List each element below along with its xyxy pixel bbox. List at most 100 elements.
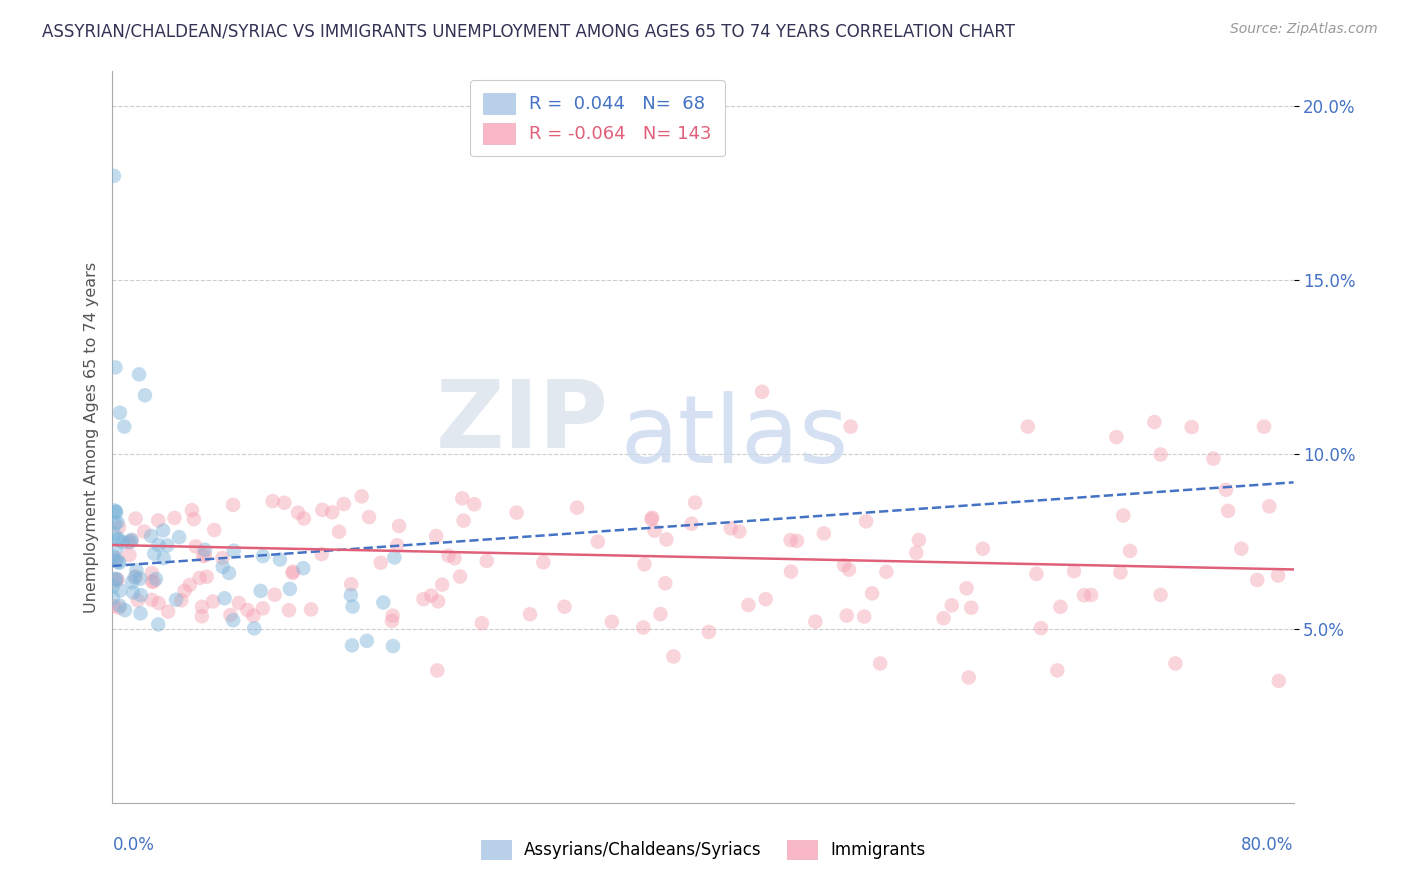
Point [108,556,131,570]
Point [194,548,217,562]
Point [640,512,662,526]
Point [104,572,127,586]
Point [855,514,877,528]
Point [654,576,676,591]
Point [449,569,471,583]
Point [1049,599,1071,614]
Point [249,583,271,598]
Point [184,540,207,554]
Text: ZIP: ZIP [436,376,609,468]
Point [128,368,150,382]
Point [311,547,333,561]
Point [101,591,124,605]
Point [104,516,127,531]
Point [201,594,224,608]
Point [222,613,245,627]
Point [957,670,980,684]
Point [1164,657,1187,671]
Point [165,592,187,607]
Point [1215,483,1237,497]
Point [373,595,395,609]
Point [125,563,148,577]
Point [273,496,295,510]
Point [321,505,343,519]
Point [163,511,186,525]
Point [443,551,465,566]
Point [342,599,364,614]
Point [463,497,485,511]
Point [420,589,443,603]
Point [779,533,801,548]
Point [350,489,373,503]
Point [340,639,363,653]
Legend: R =  0.044   N=  68, R = -0.064   N= 143: R = 0.044 N= 68, R = -0.064 N= 143 [470,80,724,156]
Point [356,633,378,648]
Point [107,573,129,587]
Point [1119,544,1142,558]
Point [141,566,163,580]
Point [553,599,575,614]
Point [755,592,778,607]
Point [697,624,720,639]
Point [124,570,146,584]
Point [112,419,135,434]
Point [932,611,955,625]
Point [960,600,983,615]
Point [148,514,170,528]
Point [853,609,876,624]
Point [412,592,434,607]
Point [152,551,174,566]
Point [114,603,136,617]
Point [1017,419,1039,434]
Point [644,524,666,538]
Point [143,547,166,561]
Point [129,572,152,586]
Point [211,550,233,565]
Point [181,503,204,517]
Point [121,575,143,590]
Point [103,503,125,517]
Point [955,582,977,596]
Point [1080,588,1102,602]
Point [252,549,274,563]
Point [650,607,672,621]
Point [202,523,225,537]
Point [211,559,233,574]
Point [132,524,155,539]
Point [1029,621,1052,635]
Point [281,566,304,580]
Point [191,549,214,563]
Point [183,512,205,526]
Point [1218,504,1240,518]
Point [641,510,664,524]
Point [328,524,350,539]
Point [1181,420,1204,434]
Point [381,608,404,623]
Point [122,585,145,599]
Point [471,616,494,631]
Point [875,565,897,579]
Point [941,599,963,613]
Point [167,530,190,544]
Point [152,524,174,538]
Point [382,639,405,653]
Point [269,552,291,566]
Point [191,609,214,624]
Point [519,607,541,622]
Point [104,360,127,375]
Point [103,526,125,541]
Point [120,535,142,549]
Point [105,572,128,586]
Point [1073,588,1095,602]
Point [129,607,152,621]
Point [531,555,554,569]
Point [278,603,301,617]
Point [105,574,128,588]
Point [681,516,703,531]
Point [278,582,301,596]
Point [430,577,453,591]
Point [311,503,333,517]
Point [1025,566,1047,581]
Point [179,578,201,592]
Point [107,532,129,546]
